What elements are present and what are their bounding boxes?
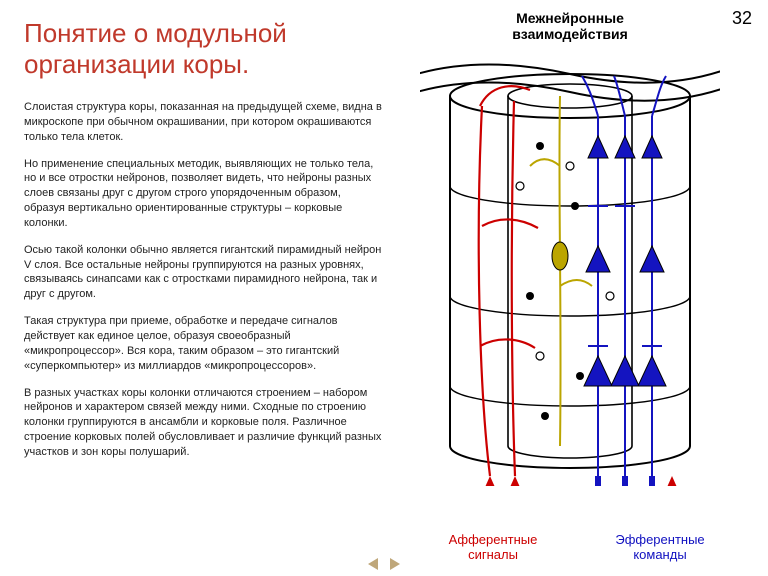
paragraph: В разных участках коры колонки отличаютс… [24, 386, 384, 460]
afferent-label: Афферентные сигналы [438, 533, 548, 562]
diagram-title-line: взаимодействия [512, 26, 628, 42]
page-number: 32 [732, 8, 752, 29]
slide-nav [368, 558, 400, 570]
paragraph: Осью такой колонки обычно является гиган… [24, 243, 384, 302]
prev-slide-button[interactable] [368, 558, 378, 570]
paragraph: Но применение специальных методик, выявл… [24, 157, 384, 231]
cortical-column-diagram [420, 46, 720, 486]
diagram-title-line: Межнейронные [516, 10, 624, 26]
body-text: Слоистая структура коры, показанная на п… [24, 100, 384, 472]
diagram-title: Межнейронные взаимодействия [470, 10, 670, 42]
page-title: Понятие о модульной организации коры. [24, 18, 404, 80]
paragraph: Слоистая структура коры, показанная на п… [24, 100, 384, 145]
paragraph: Такая структура при приеме, обработке и … [24, 314, 384, 373]
efferent-label: Эфферентные команды [600, 533, 720, 562]
next-slide-button[interactable] [390, 558, 400, 570]
